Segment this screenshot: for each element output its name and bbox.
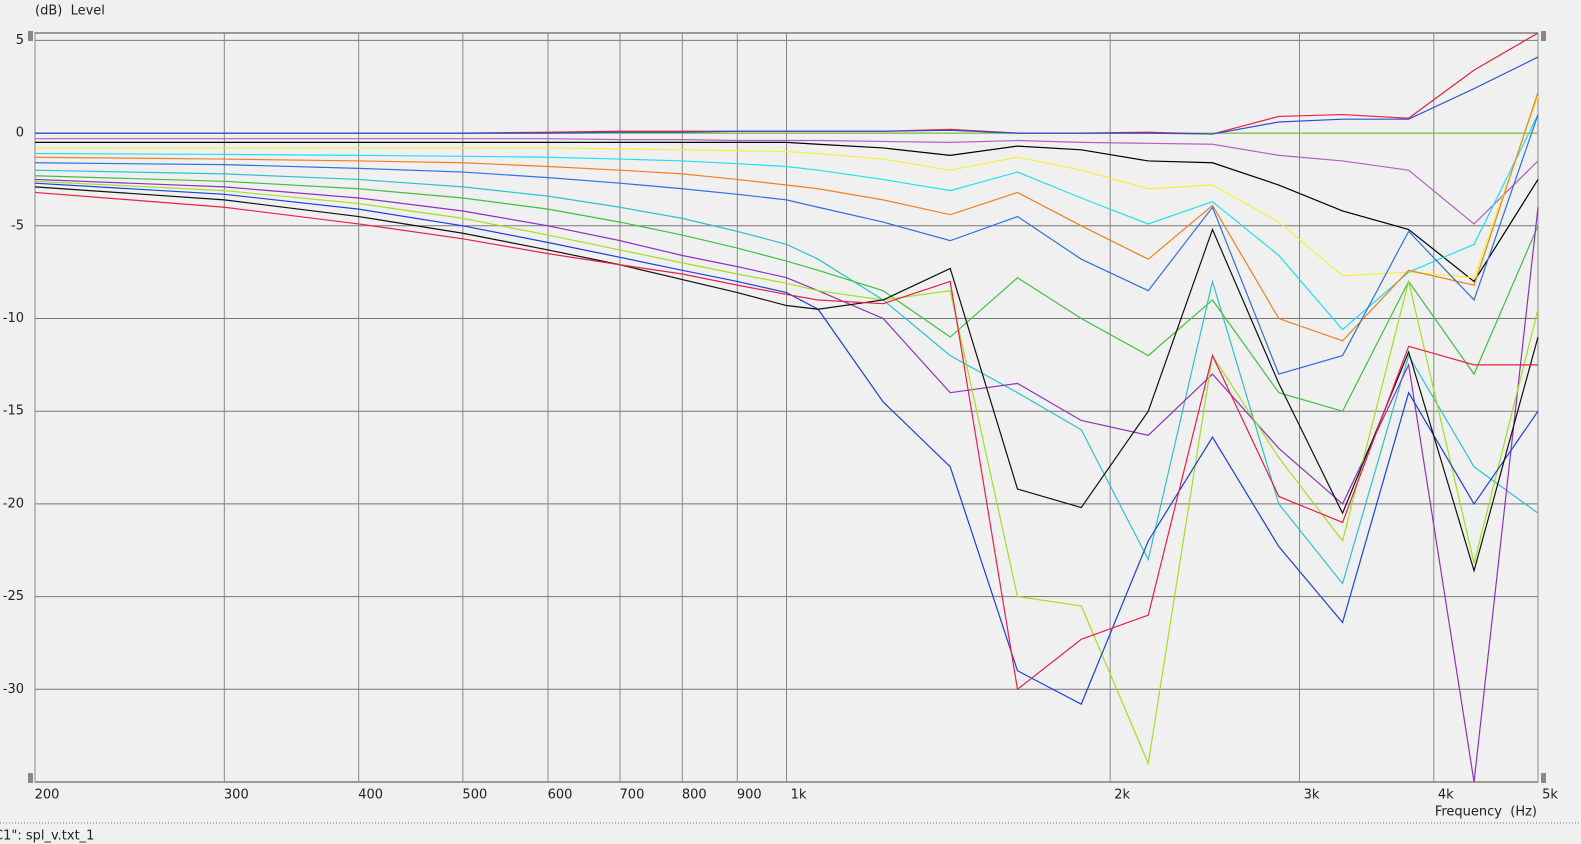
series-line: [35, 56, 1539, 135]
series-line: [34, 175, 1539, 412]
series-line: [34, 114, 1539, 331]
x-tick-label: 400: [358, 788, 383, 803]
status-text: C1": spl_v.txt_1: [0, 829, 94, 844]
x-tick-label: 4k: [1438, 788, 1454, 803]
series-line: [34, 191, 1538, 691]
series-line: [34, 186, 1539, 573]
y-tick-label: -25: [3, 589, 24, 604]
lines: [34, 32, 1539, 783]
handle: [1541, 31, 1546, 41]
series-line: [35, 141, 1539, 283]
series-line: [34, 178, 1539, 783]
x-tick-label: 900: [737, 788, 762, 803]
y-tick-label: 5: [16, 33, 24, 48]
y-tick-label: -10: [3, 311, 24, 326]
y-tick-label: -20: [3, 496, 24, 511]
x-tick-label: 1k: [791, 788, 807, 803]
x-tick-label: 700: [620, 788, 645, 803]
x-tick-label: 300: [224, 788, 249, 803]
x-tick-label: 600: [548, 788, 573, 803]
handle: [1541, 773, 1546, 783]
x-tick-label: 3k: [1304, 788, 1320, 803]
y-tick-label: -5: [11, 218, 24, 233]
y-tick-label: 0: [16, 126, 24, 141]
y-axis-label: (dB) Level: [35, 4, 105, 19]
series-line: [34, 92, 1539, 342]
x-tick-label: 5k: [1542, 788, 1558, 803]
x-tick-label: 200: [35, 788, 60, 803]
grid: [34, 33, 1539, 782]
x-tick-label: 800: [682, 788, 707, 803]
x-axis-label: Frequency (Hz): [1435, 805, 1537, 820]
handle: [28, 31, 33, 41]
x-tick-label: 500: [462, 788, 487, 803]
series-line: [35, 138, 1539, 225]
series-line: [34, 182, 1539, 705]
x-tick-label: 2k: [1114, 788, 1130, 803]
handle: [28, 773, 33, 783]
series-line: [34, 114, 1539, 375]
y-tick-label: -15: [3, 404, 24, 419]
y-tick-label: -30: [3, 682, 24, 697]
series-line: [35, 95, 1539, 279]
